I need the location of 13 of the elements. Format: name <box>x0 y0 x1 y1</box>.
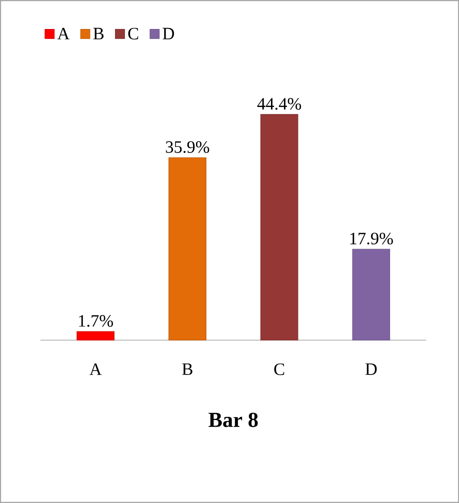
legend-label: C <box>128 28 138 40</box>
text: Bar 8 <box>208 412 258 428</box>
x-tick-label: D <box>365 363 377 375</box>
legend-label: A <box>57 28 70 40</box>
data-label: 17.9% <box>350 232 393 244</box>
x-tick-label: B <box>182 363 192 375</box>
legend-label: D <box>162 28 174 40</box>
x-tick-label: C <box>274 363 284 376</box>
x-tick-label: A <box>89 363 102 375</box>
data-label: 1.7% <box>79 315 113 327</box>
data-label: 35.9% <box>166 141 210 153</box>
data-label: 44.4% <box>257 98 302 110</box>
legend-label: B <box>93 28 104 40</box>
